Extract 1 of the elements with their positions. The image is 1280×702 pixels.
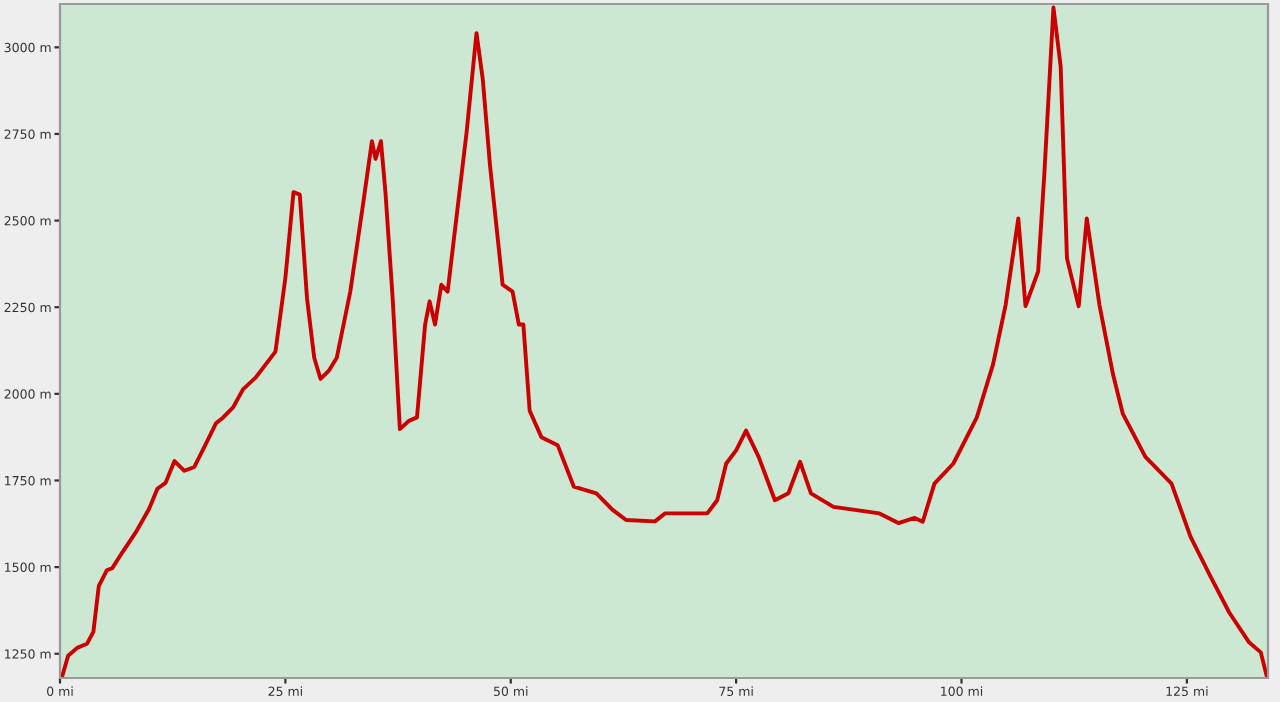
line-series: [60, 5, 1268, 678]
